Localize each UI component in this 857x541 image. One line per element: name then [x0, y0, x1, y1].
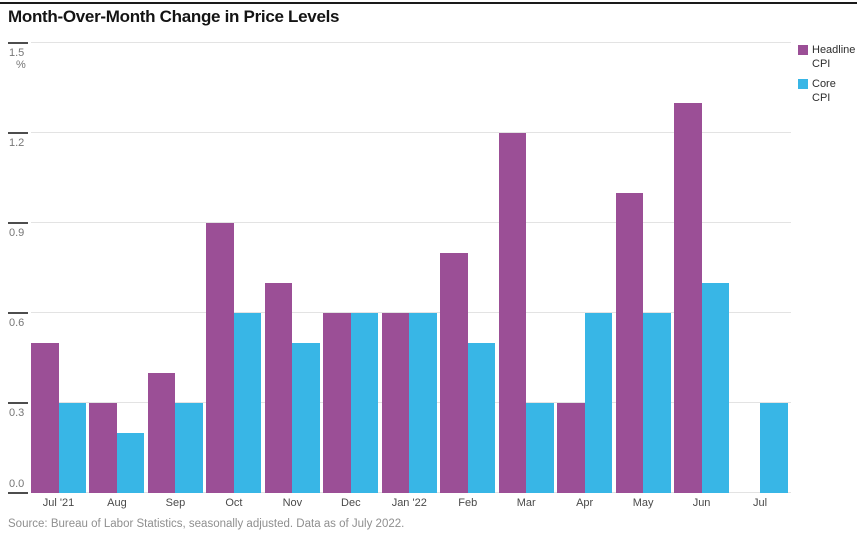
legend-label-core-cpi: Core CPI — [812, 78, 836, 104]
bar-core-cpi-jun — [701, 283, 730, 493]
bar-core-cpi-jul — [760, 403, 788, 493]
x-axis-label-jul: Jul — [753, 497, 768, 509]
gridline-0.6 — [31, 312, 791, 313]
y-axis-tick-1.2 — [8, 132, 28, 134]
legend-item-core-cpi: Core CPI — [798, 77, 856, 105]
y-axis-label-0.3: 0.3 — [9, 407, 25, 419]
y-axis-label-0.9: 0.9 — [9, 227, 25, 239]
headline-cpi-swatch-icon — [798, 45, 808, 55]
bar-core-cpi-nov — [292, 343, 320, 493]
x-axis-label-sep: Sep — [165, 497, 186, 509]
bar-core-cpi-jul-21 — [58, 403, 86, 493]
y-axis-label-1.5: 1.5 — [9, 47, 25, 59]
bar-core-cpi-oct — [233, 313, 262, 493]
x-axis-label-jan-22: Jan '22 — [391, 497, 427, 509]
x-axis-label-may: May — [632, 497, 654, 509]
bar-core-cpi-may — [643, 313, 671, 493]
chart-legend: Headline CPI Core CPI — [798, 43, 856, 111]
bar-headline-cpi-sep — [147, 373, 176, 493]
x-axis-label-aug: Aug — [107, 497, 127, 509]
x-axis-label-feb: Feb — [458, 497, 478, 509]
y-axis-tick-0.0 — [8, 492, 28, 494]
y-axis-tick-1.5 — [8, 42, 28, 44]
gridline-0.9 — [31, 222, 791, 223]
chart-title: Month-Over-Month Change in Price Levels — [8, 7, 340, 26]
x-axis-label-nov: Nov — [282, 497, 303, 509]
y-axis-unit-label: % — [16, 59, 26, 71]
bar-core-cpi-jan-22 — [409, 313, 437, 493]
source-note: Source: Bureau of Labor Statistics, seas… — [8, 518, 405, 530]
x-axis-label-dec: Dec — [341, 497, 361, 509]
bar-core-cpi-aug — [116, 433, 145, 493]
bar-core-cpi-sep — [175, 403, 203, 493]
y-axis-tick-0.3 — [8, 402, 28, 404]
bar-core-cpi-dec — [350, 313, 379, 493]
bar-headline-cpi-jul-21 — [31, 343, 59, 493]
top-divider — [0, 2, 857, 4]
gridline-1.2 — [31, 132, 791, 133]
bar-core-cpi-apr — [584, 313, 613, 493]
y-axis-label-0.0: 0.0 — [9, 478, 25, 490]
bar-headline-cpi-feb — [440, 253, 468, 493]
y-axis-tick-0.9 — [8, 222, 28, 224]
legend-label-headline-cpi: Headline CPI — [812, 44, 856, 70]
x-axis-label-mar: Mar — [516, 497, 536, 509]
bar-core-cpi-feb — [467, 343, 496, 493]
x-axis-label-jun: Jun — [692, 497, 711, 509]
core-cpi-swatch-icon — [798, 79, 808, 89]
bar-headline-cpi-aug — [89, 403, 117, 493]
y-axis-label-1.2: 1.2 — [9, 137, 25, 149]
gridline-1.5 — [31, 42, 791, 43]
x-axis-label-jul-21: Jul '21 — [42, 497, 75, 509]
bar-headline-cpi-may — [615, 193, 644, 493]
bar-headline-cpi-jun — [674, 103, 702, 493]
bar-headline-cpi-dec — [323, 313, 351, 493]
bar-headline-cpi-jan-22 — [381, 313, 410, 493]
bar-headline-cpi-mar — [498, 133, 527, 493]
y-axis-label-0.6: 0.6 — [9, 317, 25, 329]
bar-headline-cpi-nov — [264, 283, 293, 493]
legend-item-headline-cpi: Headline CPI — [798, 43, 856, 71]
x-axis-label-apr: Apr — [576, 497, 594, 509]
y-axis-tick-0.6 — [8, 312, 28, 314]
bar-core-cpi-mar — [526, 403, 554, 493]
x-axis-label-oct: Oct — [225, 497, 243, 509]
bar-headline-cpi-oct — [206, 223, 234, 493]
bar-headline-cpi-apr — [557, 403, 585, 493]
